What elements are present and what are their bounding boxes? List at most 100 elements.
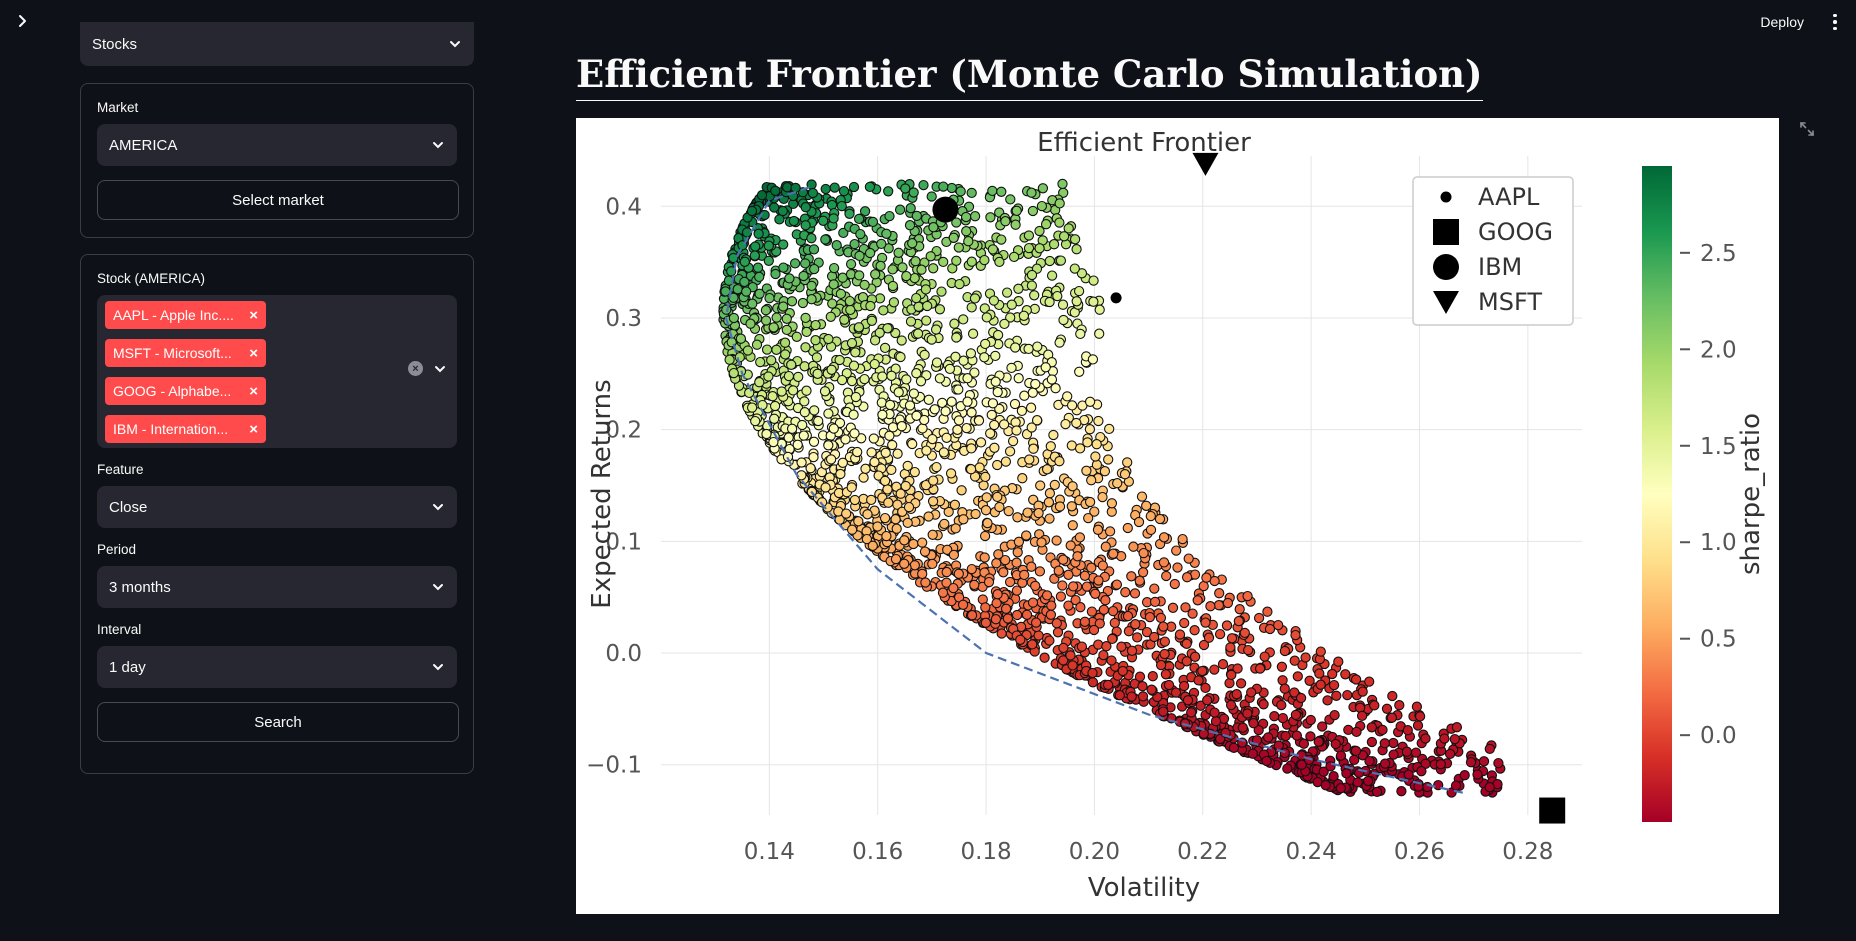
- portfolio-point: [840, 434, 851, 445]
- portfolio-point: [1214, 628, 1226, 640]
- portfolio-point: [732, 284, 743, 295]
- portfolio-point: [800, 312, 811, 324]
- portfolio-point: [990, 614, 1002, 625]
- portfolio-point: [1051, 535, 1062, 546]
- portfolio-point: [1254, 663, 1266, 674]
- portfolio-point: [781, 313, 792, 324]
- search-button[interactable]: Search: [97, 702, 459, 742]
- portfolio-point: [752, 262, 764, 273]
- x-tick-label: 0.16: [852, 839, 903, 865]
- remove-tag-icon[interactable]: ×: [249, 382, 258, 400]
- x-tick-label: 0.28: [1502, 839, 1553, 865]
- portfolio-point: [1320, 780, 1331, 791]
- portfolio-point: [1210, 716, 1222, 727]
- portfolio-point: [1070, 594, 1081, 606]
- portfolio-point: [755, 356, 766, 368]
- stock-tag[interactable]: IBM - Internation... ×: [105, 415, 266, 443]
- portfolio-point: [941, 432, 952, 443]
- portfolio-point: [1178, 680, 1190, 692]
- stock-tag[interactable]: MSFT - Microsoft... ×: [105, 339, 266, 367]
- portfolio-point: [826, 364, 837, 375]
- portfolio-point: [956, 485, 967, 496]
- portfolio-point: [754, 377, 765, 388]
- portfolio-point: [1493, 757, 1504, 769]
- stock-multiselect[interactable]: AAPL - Apple Inc.... × MSFT - Microsoft..…: [97, 295, 457, 448]
- portfolio-point: [938, 447, 950, 458]
- deploy-button[interactable]: Deploy: [1760, 14, 1804, 30]
- asset-type-select[interactable]: Stocks: [80, 22, 474, 66]
- portfolio-point: [848, 409, 859, 420]
- remove-tag-icon[interactable]: ×: [249, 420, 258, 438]
- portfolio-point: [1289, 687, 1300, 698]
- select-market-button[interactable]: Select market: [97, 180, 459, 220]
- portfolio-point: [779, 337, 791, 348]
- portfolio-point: [1189, 625, 1200, 636]
- portfolio-point: [876, 238, 887, 250]
- portfolio-point: [1074, 532, 1086, 543]
- portfolio-point: [1026, 269, 1038, 281]
- portfolio-point: [831, 240, 842, 251]
- portfolio-point: [892, 448, 903, 459]
- main-menu-kebab-icon[interactable]: [1826, 11, 1844, 33]
- portfolio-point: [749, 250, 760, 261]
- portfolio-point: [1137, 567, 1149, 578]
- portfolio-point: [1058, 314, 1069, 326]
- portfolio-point: [905, 316, 917, 327]
- portfolio-point: [1091, 459, 1103, 470]
- portfolio-point: [1222, 597, 1234, 609]
- portfolio-point: [1079, 570, 1091, 581]
- portfolio-point: [1068, 581, 1079, 592]
- x-tick-label: 0.20: [1069, 839, 1120, 865]
- portfolio-point: [883, 497, 894, 508]
- portfolio-point: [1019, 390, 1030, 401]
- portfolio-point: [1231, 689, 1242, 700]
- remove-tag-icon[interactable]: ×: [249, 306, 258, 324]
- portfolio-point: [1128, 541, 1139, 552]
- portfolio-point: [1371, 786, 1383, 798]
- portfolio-point: [866, 447, 877, 458]
- portfolio-point: [938, 181, 949, 192]
- feature-select-value: Close: [109, 498, 148, 516]
- portfolio-point: [829, 182, 840, 193]
- feature-select[interactable]: Close: [97, 486, 457, 528]
- portfolio-point: [955, 186, 966, 197]
- interval-select[interactable]: 1 day: [97, 646, 457, 688]
- expand-sidebar-chevron-icon[interactable]: [12, 10, 34, 32]
- clear-all-icon[interactable]: ×: [408, 361, 423, 376]
- portfolio-point: [1247, 748, 1258, 759]
- portfolio-point: [907, 238, 918, 249]
- period-select[interactable]: 3 months: [97, 566, 457, 608]
- portfolio-point: [1087, 354, 1099, 365]
- portfolio-point: [1044, 255, 1055, 267]
- portfolio-point: [1011, 205, 1022, 216]
- stock-tag[interactable]: GOOG - Alphabe... ×: [105, 377, 266, 405]
- portfolio-point: [760, 305, 772, 316]
- portfolio-point: [1001, 287, 1013, 298]
- portfolio-point: [1258, 699, 1269, 710]
- portfolio-point: [778, 301, 789, 312]
- portfolio-point: [797, 187, 809, 198]
- chevron-down-icon[interactable]: [433, 362, 447, 376]
- portfolio-point: [1081, 581, 1093, 592]
- portfolio-point: [990, 376, 1001, 387]
- market-select[interactable]: AMERICA: [97, 124, 457, 166]
- portfolio-point: [961, 226, 972, 237]
- portfolio-point: [835, 288, 847, 300]
- remove-tag-icon[interactable]: ×: [249, 344, 258, 362]
- portfolio-point: [1044, 513, 1055, 524]
- y-tick-label: −0.1: [586, 753, 642, 779]
- portfolio-point: [1076, 268, 1088, 279]
- colorbar: [1642, 166, 1672, 822]
- stock-tag[interactable]: AAPL - Apple Inc.... ×: [105, 301, 266, 329]
- portfolio-point: [1136, 491, 1148, 502]
- portfolio-point: [1074, 443, 1086, 454]
- fullscreen-expand-icon[interactable]: [1796, 118, 1818, 140]
- portfolio-point: [963, 236, 974, 247]
- portfolio-point: [1057, 299, 1069, 310]
- portfolio-point: [908, 187, 919, 198]
- portfolio-point: [1149, 631, 1160, 643]
- portfolio-point: [787, 385, 799, 396]
- portfolio-point: [893, 247, 904, 258]
- portfolio-point: [780, 349, 791, 360]
- portfolio-point: [1045, 609, 1057, 620]
